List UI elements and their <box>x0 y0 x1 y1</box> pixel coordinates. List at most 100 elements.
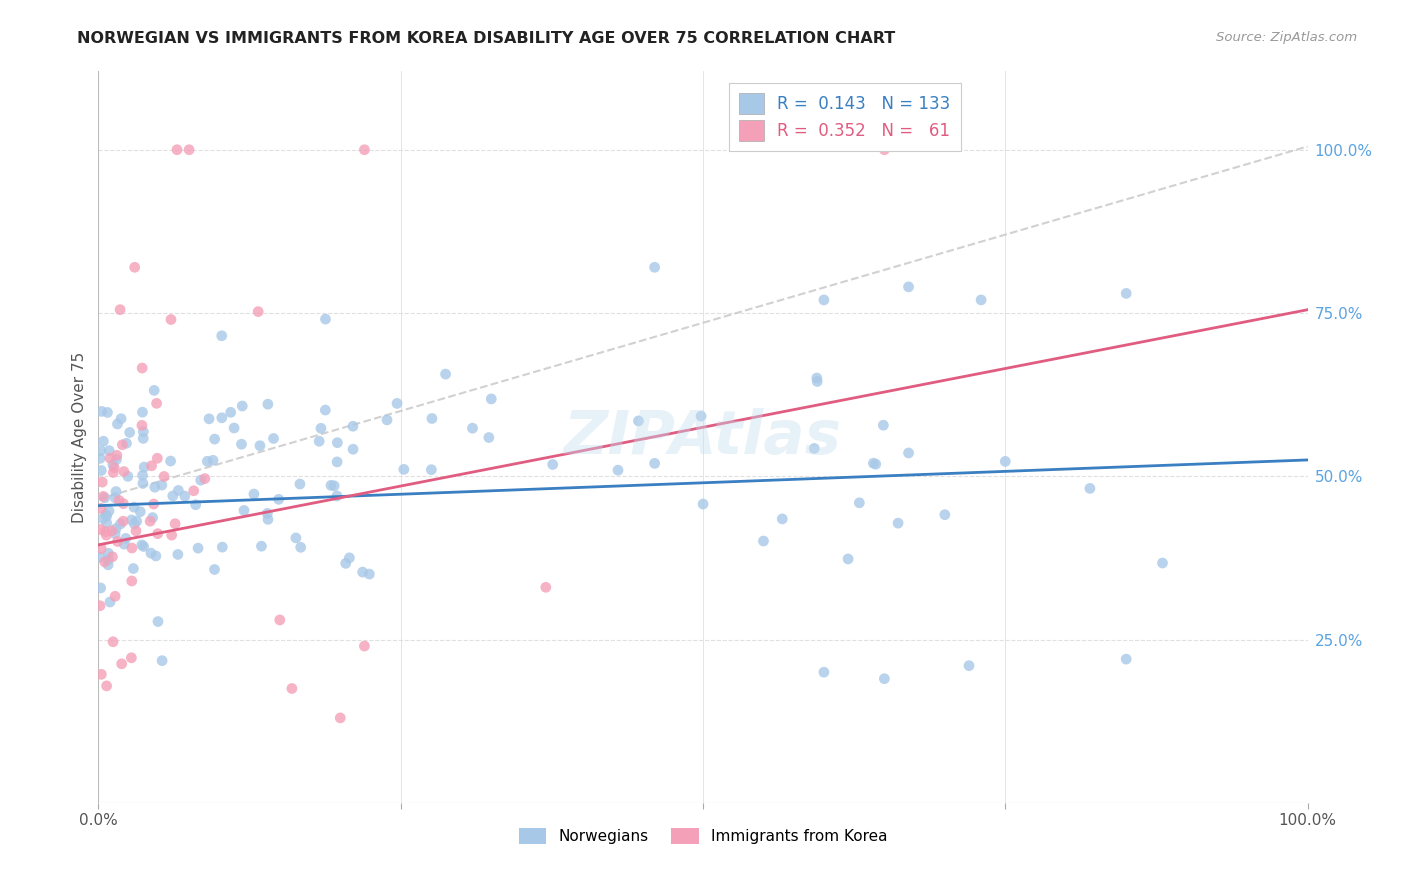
Point <box>160 528 183 542</box>
Point <box>249 439 271 453</box>
Text: ZIPAtlas: ZIPAtlas <box>564 408 842 467</box>
Point <box>139 546 162 560</box>
Point <box>111 438 134 452</box>
Point <box>256 507 278 521</box>
Point <box>385 396 408 410</box>
Point <box>326 435 349 450</box>
Point <box>90 581 112 595</box>
Point <box>108 302 131 317</box>
Point <box>132 425 155 439</box>
Point <box>90 463 112 477</box>
Point <box>288 477 311 491</box>
Point <box>121 541 143 555</box>
Point <box>124 516 146 531</box>
Point <box>541 458 564 472</box>
Point <box>198 412 221 426</box>
Text: Source: ZipAtlas.com: Source: ZipAtlas.com <box>1216 31 1357 45</box>
Point <box>90 501 112 516</box>
Point <box>145 549 167 563</box>
Point <box>96 516 118 530</box>
Point <box>94 555 117 569</box>
Point <box>125 524 148 538</box>
Point <box>121 574 143 588</box>
Point <box>184 498 207 512</box>
Point <box>420 463 443 477</box>
Point <box>1115 652 1137 666</box>
Point <box>110 516 132 531</box>
Point <box>806 375 828 389</box>
Point <box>101 634 124 648</box>
Point <box>89 451 111 466</box>
Point <box>644 260 666 275</box>
Point <box>770 512 793 526</box>
Point <box>607 463 630 477</box>
Point <box>897 446 920 460</box>
Point <box>247 304 270 318</box>
Point <box>90 541 112 556</box>
Point <box>315 312 337 326</box>
Point <box>111 657 134 671</box>
Point <box>143 480 166 494</box>
Point <box>96 528 118 542</box>
Point <box>97 558 120 572</box>
Point <box>146 526 169 541</box>
Point <box>121 513 143 527</box>
Point <box>970 293 993 307</box>
Point <box>104 589 127 603</box>
Point <box>167 548 190 562</box>
Point <box>195 454 218 468</box>
Point <box>125 514 148 528</box>
Point <box>159 454 181 468</box>
Point <box>873 672 896 686</box>
Point <box>150 478 173 492</box>
Point <box>848 496 870 510</box>
Point <box>107 534 129 549</box>
Point <box>957 658 980 673</box>
Point <box>90 443 112 458</box>
Point <box>353 143 375 157</box>
Point <box>124 260 146 275</box>
Point <box>257 397 280 411</box>
Point <box>308 434 330 449</box>
Point <box>98 504 121 518</box>
Point <box>872 418 894 433</box>
Point <box>187 541 209 556</box>
Point <box>326 489 349 503</box>
Point <box>326 455 349 469</box>
Point <box>93 434 115 449</box>
Point <box>132 540 155 554</box>
Point <box>1078 482 1101 496</box>
Point <box>101 524 124 538</box>
Point <box>353 639 375 653</box>
Point <box>479 392 502 406</box>
Point <box>104 522 127 536</box>
Point <box>97 553 120 567</box>
Point <box>134 460 156 475</box>
Point <box>160 312 183 326</box>
Point <box>89 599 111 613</box>
Point <box>392 462 415 476</box>
Point <box>112 514 135 528</box>
Point <box>98 443 121 458</box>
Point <box>112 465 135 479</box>
Point <box>269 613 291 627</box>
Point <box>98 451 121 466</box>
Point <box>103 466 125 480</box>
Point <box>165 516 187 531</box>
Point <box>120 650 142 665</box>
Point <box>173 489 195 503</box>
Point <box>994 454 1017 468</box>
Point <box>314 403 336 417</box>
Point <box>257 512 280 526</box>
Point <box>132 476 155 491</box>
Point <box>204 432 226 446</box>
Point <box>96 405 118 419</box>
Point <box>179 143 201 157</box>
Point <box>250 539 273 553</box>
Point <box>211 410 233 425</box>
Point <box>627 414 650 428</box>
Point <box>434 367 457 381</box>
Point <box>142 510 165 524</box>
Point <box>813 293 835 307</box>
Point <box>862 456 884 470</box>
